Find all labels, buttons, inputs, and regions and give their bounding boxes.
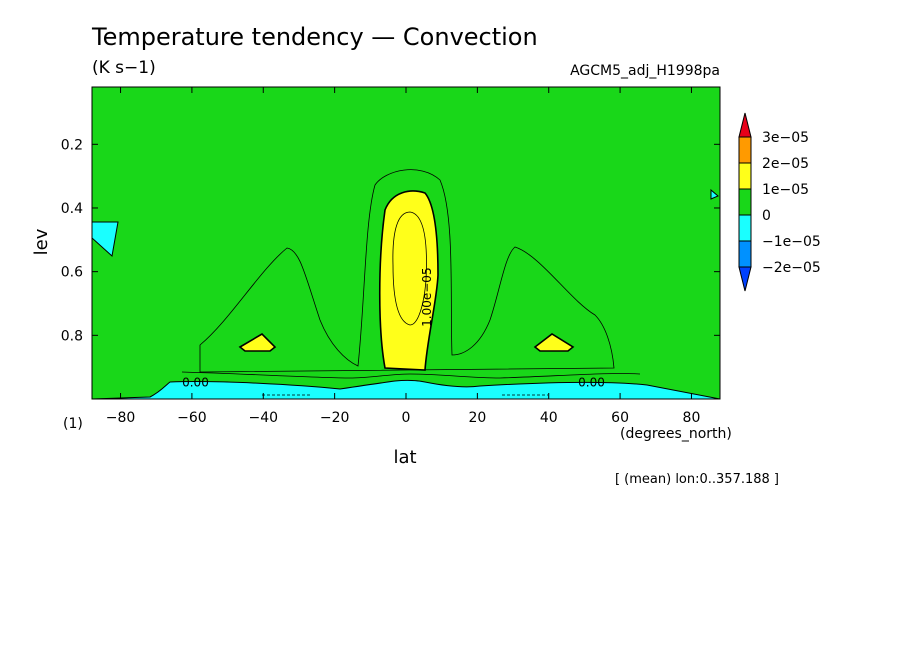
colorbar-label: −1e−05 [762,234,821,250]
y-axis: 0.2 0.4 0.6 0.8 [61,137,720,344]
colorbar-band [738,162,752,190]
y-axis-units: (1) [63,416,83,432]
positive-region-north [533,333,575,352]
units-label: (K s−1) [92,58,156,78]
y-tick-label: 0.8 [61,328,83,344]
contour-label: 0.00 [578,375,605,389]
x-tick-label: −40 [248,410,278,426]
x-axis-units: (degrees_north) [620,426,732,442]
colorbar-band [738,188,752,216]
colorbar-band [738,136,752,164]
plot-area: 0.00 0.00 1.00e−05 [91,86,721,400]
negative-region-north-left [92,221,119,257]
colorbar-top-arrow [738,112,752,138]
small-region-right-edge [710,188,719,200]
colorbar-label: 2e−05 [762,156,809,172]
y-tick-label: 0.2 [61,137,83,153]
chart-title: Temperature tendency — Convection [91,23,538,51]
negative-region-surface [92,379,720,399]
x-tick-label: −80 [106,410,136,426]
dataset-label: AGCM5_adj_H1998pa [570,63,720,79]
x-axis-label: lat [393,447,416,468]
x-tick-label: 40 [540,410,558,426]
colorbar: 3e−05 2e−05 1e−05 0 −1e−05 −2e−05 [738,112,821,292]
y-tick-label: 0.6 [61,265,83,281]
averaging-note: [ (mean) lon:0..357.188 ] [615,472,779,487]
colorbar-band [738,214,752,242]
colorbar-label: 0 [762,208,771,224]
x-tick-label: 60 [611,410,629,426]
x-tick-label: −20 [320,410,350,426]
colorbar-band [738,240,752,268]
contour-line-inner [392,211,427,326]
x-tick-label: −60 [177,410,207,426]
colorbar-label: 3e−05 [762,130,809,146]
contour-line-outer [199,169,615,373]
x-tick-label: 80 [683,410,701,426]
positive-region-south [238,332,277,352]
contour-line-surface [181,371,641,379]
y-tick-label: 0.4 [61,201,83,217]
contour-labels: 0.00 0.00 1.00e−05 [182,267,605,389]
colorbar-bottom-arrow [738,266,752,292]
x-tick-label: 0 [402,410,411,426]
y-axis-label: lev [31,228,52,255]
colorbar-label: 1e−05 [762,182,809,198]
x-axis: −80 −60 −40 −20 0 20 40 60 80 [106,87,701,426]
contour-label: 0.00 [182,375,209,389]
x-tick-label: 20 [468,410,486,426]
colorbar-label: −2e−05 [762,260,821,276]
contour-label: 1.00e−05 [420,267,434,326]
contour-fills [92,169,720,399]
